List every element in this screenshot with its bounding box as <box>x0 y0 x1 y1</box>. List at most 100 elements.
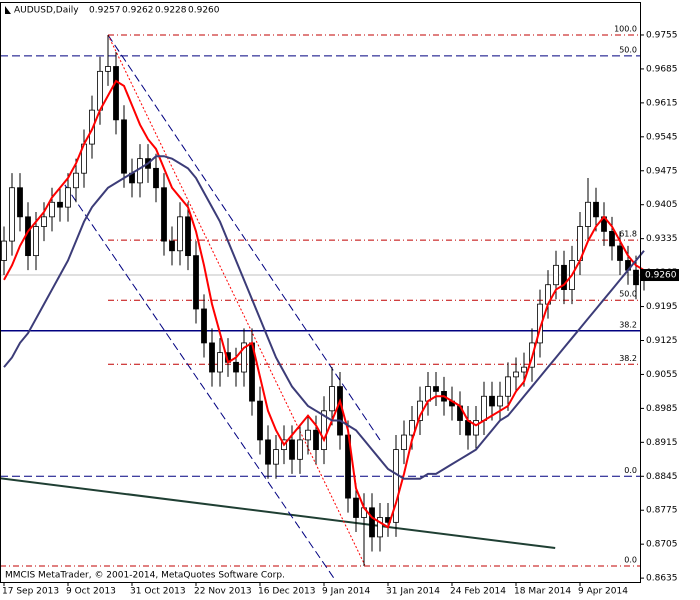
candle-body <box>209 342 215 373</box>
candle-body <box>33 226 39 257</box>
fib-label: 50.0 <box>619 45 637 54</box>
candle-body <box>329 386 335 412</box>
candle-body <box>433 386 439 392</box>
candle-body <box>241 342 247 373</box>
candle-body <box>97 70 103 111</box>
ohlc-open: 0.9257 <box>89 6 121 16</box>
trendline <box>64 184 336 581</box>
candle-body <box>593 201 599 218</box>
candle-body <box>193 255 199 310</box>
candle-body <box>505 376 511 397</box>
fib-label: 38.2 <box>619 354 637 363</box>
moving-average <box>3 155 645 480</box>
price-tag <box>641 269 679 282</box>
candle-body <box>153 167 159 189</box>
candle-body <box>633 269 639 286</box>
candle-body <box>1 240 7 261</box>
y-tick-label: 0.8635 <box>646 574 678 584</box>
fib-label: 38.2 <box>619 320 637 329</box>
candle-body <box>273 449 279 465</box>
x-tick-label: 9 Oct 2013 <box>66 587 116 597</box>
candle-body <box>585 201 591 227</box>
y-tick-label: 0.9125 <box>646 336 678 346</box>
y-tick-label: 0.9685 <box>646 64 678 74</box>
candle-body <box>609 230 615 247</box>
y-tick-label: 0.8985 <box>646 404 678 414</box>
fib-label: 50.0 <box>619 290 637 299</box>
candle-body <box>169 240 175 252</box>
x-tick-label: 17 Sep 2013 <box>2 587 59 597</box>
candle-body <box>185 216 191 257</box>
fib-label: 0.0 <box>624 466 637 475</box>
y-tick-label: 0.9195 <box>646 302 678 312</box>
plot-area: 100.0 50.0 61.8 50.0 38.2 38.2 0.0 0.0 <box>0 24 647 581</box>
candle-body <box>121 119 127 174</box>
x-tick-label: 31 Jan 2014 <box>386 587 440 597</box>
x-tick-label: 9 Apr 2014 <box>578 587 628 597</box>
candle-body <box>17 187 23 218</box>
candle-body <box>65 187 71 208</box>
candle-body <box>401 434 407 451</box>
x-tick-label: 16 Dec 2013 <box>258 587 316 597</box>
trendline <box>107 34 381 441</box>
trendline <box>0 477 556 550</box>
candle-body <box>321 410 327 451</box>
y-tick-label: 0.8845 <box>646 472 678 482</box>
y-tick-label: 0.9335 <box>646 234 678 244</box>
price-tag-label: 0.9260 <box>645 271 677 281</box>
candle-body <box>489 395 495 407</box>
candle-body <box>393 449 399 523</box>
x-tick-label: 22 Nov 2013 <box>194 587 252 597</box>
fib-label: 61.8 <box>619 230 637 239</box>
candle-body <box>41 216 47 227</box>
candle-body <box>473 420 479 436</box>
fib-label: 100.0 <box>614 24 637 33</box>
candle-body <box>49 201 55 218</box>
x-tick-label: 24 Feb 2014 <box>450 587 506 597</box>
candle-body <box>561 264 567 290</box>
y-tick-label: 0.9755 <box>646 30 678 40</box>
ohlc-close: 0.9260 <box>188 6 220 16</box>
symbol-icon <box>5 6 11 14</box>
x-tick-label: 18 Mar 2014 <box>514 587 571 597</box>
symbol: AUDUSD,Daily <box>14 6 79 16</box>
candle-body <box>233 361 239 373</box>
y-tick-label: 0.9545 <box>646 132 678 142</box>
candle-body <box>289 439 295 460</box>
candle-body <box>513 371 519 378</box>
candle-body <box>377 517 383 538</box>
candle-body <box>521 366 527 373</box>
y-tick-label: 0.8705 <box>646 540 678 550</box>
candle-body <box>353 497 359 518</box>
candle-body <box>313 429 319 451</box>
candle-body <box>105 66 111 72</box>
moving-average <box>3 79 645 529</box>
candle-body <box>73 172 79 189</box>
candle-body <box>617 245 623 261</box>
candle-body <box>369 507 375 538</box>
plot-frame <box>0 2 641 583</box>
x-tick-label: 9 Jan 2014 <box>322 587 370 597</box>
ohlc-low: 0.9228 <box>155 6 187 16</box>
candle-body <box>201 308 207 344</box>
y-tick-label: 0.9475 <box>646 166 678 176</box>
candle-body <box>409 420 415 436</box>
y-tick-label: 0.9055 <box>646 370 678 380</box>
candle-body <box>113 66 119 121</box>
candle-body <box>265 439 271 465</box>
candle-body <box>497 395 503 407</box>
candle-body <box>297 439 303 460</box>
candle-body <box>481 395 487 421</box>
candle-body <box>9 187 15 242</box>
candle-body <box>57 201 63 208</box>
candle-body <box>177 216 183 252</box>
y-tick-label: 0.9615 <box>646 98 678 108</box>
candle-body <box>137 158 143 184</box>
candle-body <box>305 429 311 441</box>
y-tick-label: 0.8915 <box>646 438 678 448</box>
y-tick-label: 0.8775 <box>646 506 678 516</box>
fib-label: 0.0 <box>624 555 637 564</box>
x-tick-label: 31 Oct 2013 <box>130 587 186 597</box>
copyright: MMCIS MetaTrader, © 2001-2014, MetaQuote… <box>5 571 285 581</box>
